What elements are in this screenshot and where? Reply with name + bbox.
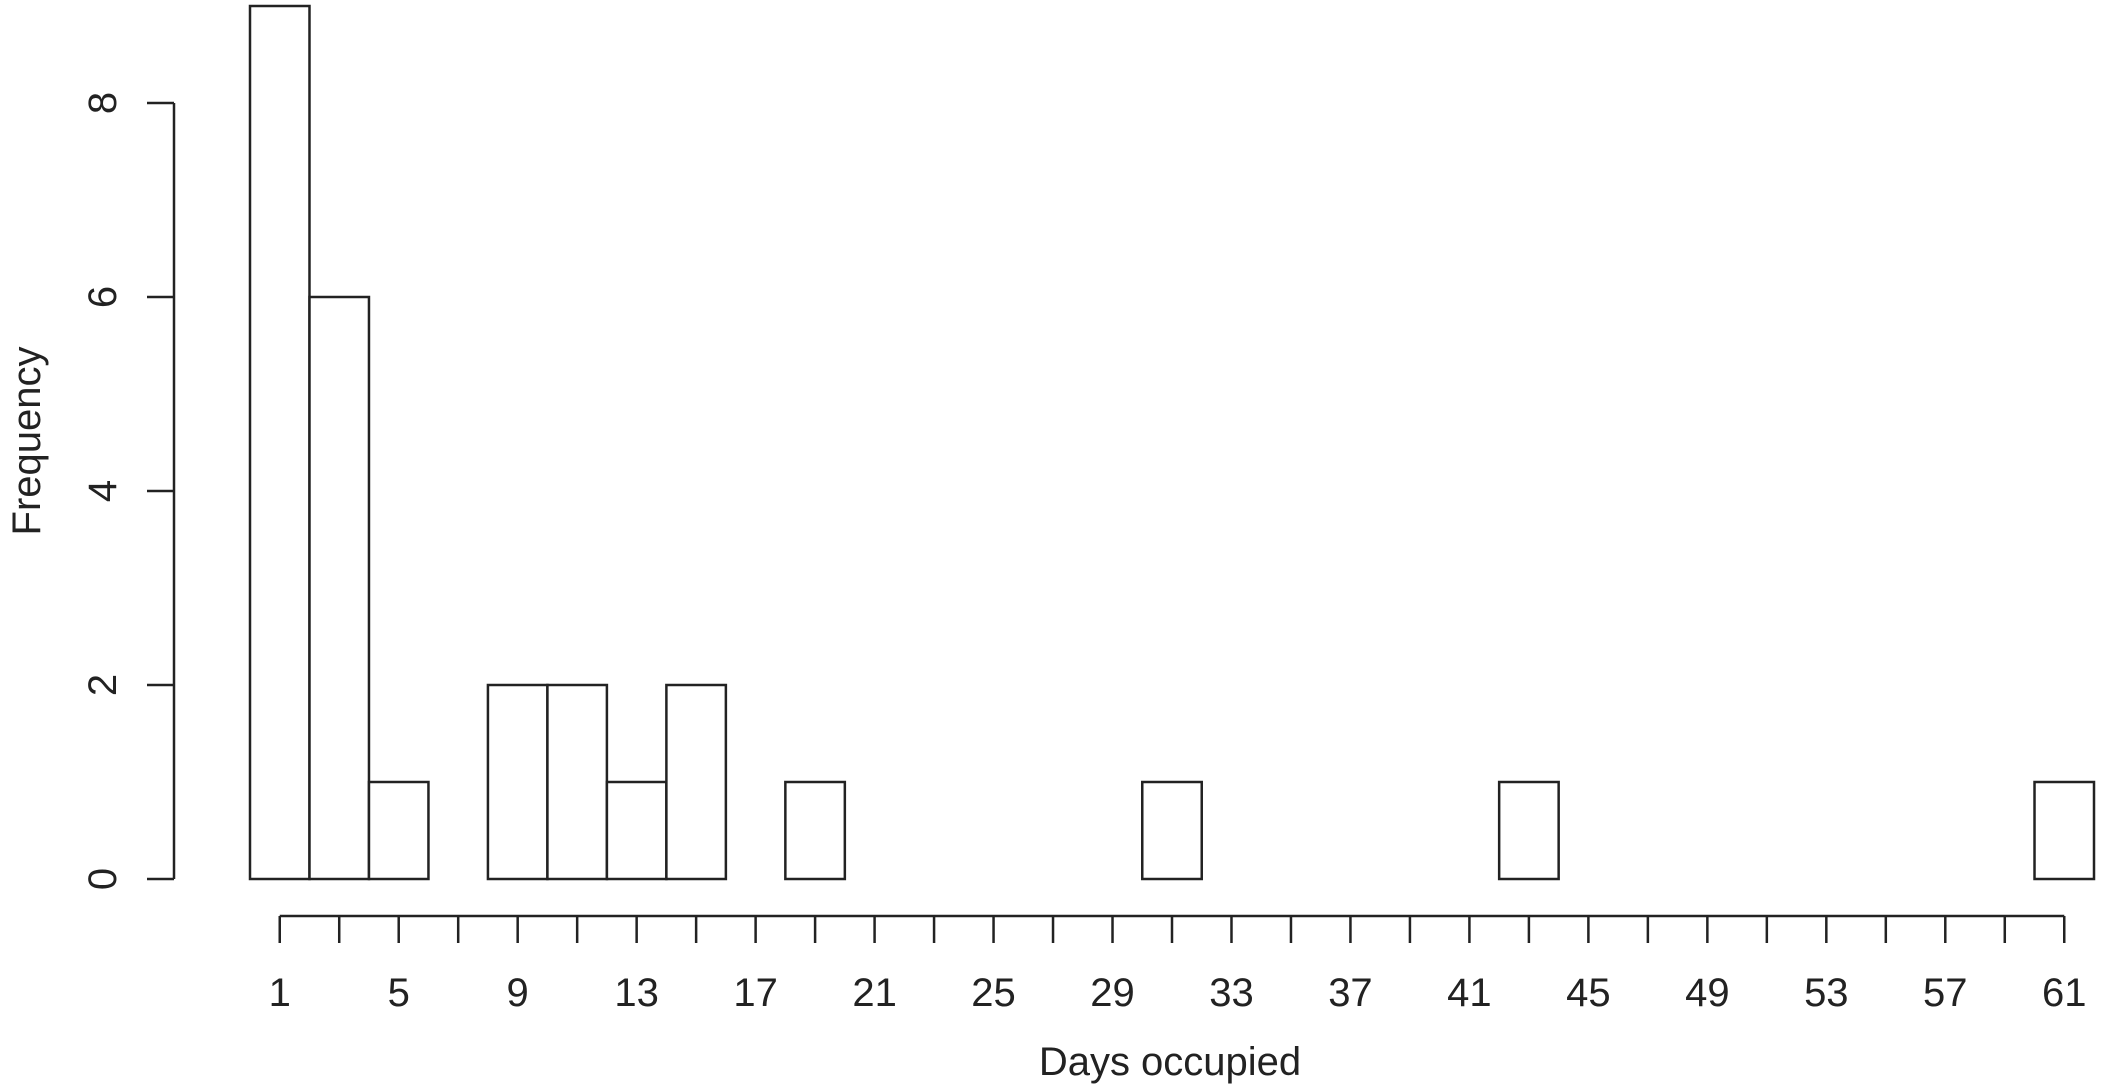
bar (248, 4, 311, 881)
x-tick-label: 57 (1923, 971, 1968, 1015)
y-tick-label: 6 (81, 286, 125, 308)
bar (2033, 780, 2096, 881)
bar (665, 683, 728, 881)
bar (308, 295, 371, 881)
x-tick-label: 25 (971, 971, 1016, 1015)
y-tick-label: 4 (81, 480, 125, 502)
bar (367, 780, 430, 881)
x-tick-label: 1 (269, 971, 291, 1015)
bar (486, 683, 549, 881)
x-tick-label: 17 (733, 971, 778, 1015)
x-tick-label: 53 (1804, 971, 1849, 1015)
x-tick-label: 21 (852, 971, 897, 1015)
y-axis-title: Frequency (5, 347, 49, 536)
x-tick-label: 5 (388, 971, 410, 1015)
bar (1141, 780, 1203, 881)
x-tick-label: 61 (2042, 971, 2087, 1015)
x-tick-label: 13 (614, 971, 659, 1015)
x-tick-label: 45 (1566, 971, 1611, 1015)
x-tick-label: 29 (1090, 971, 1135, 1015)
bar (546, 683, 609, 881)
bar (784, 780, 847, 881)
y-tick-label: 0 (81, 868, 125, 890)
y-tick-label: 2 (81, 674, 125, 696)
bar (605, 780, 668, 881)
bar (1497, 780, 1560, 881)
x-axis-title: Days occupied (1039, 1040, 1301, 1084)
x-tick-label: 37 (1328, 971, 1373, 1015)
x-tick-label: 49 (1685, 971, 1730, 1015)
x-tick-label: 41 (1447, 971, 1492, 1015)
y-tick-label: 8 (81, 92, 125, 114)
x-tick-label: 9 (507, 971, 529, 1015)
x-tick-label: 33 (1209, 971, 1254, 1015)
